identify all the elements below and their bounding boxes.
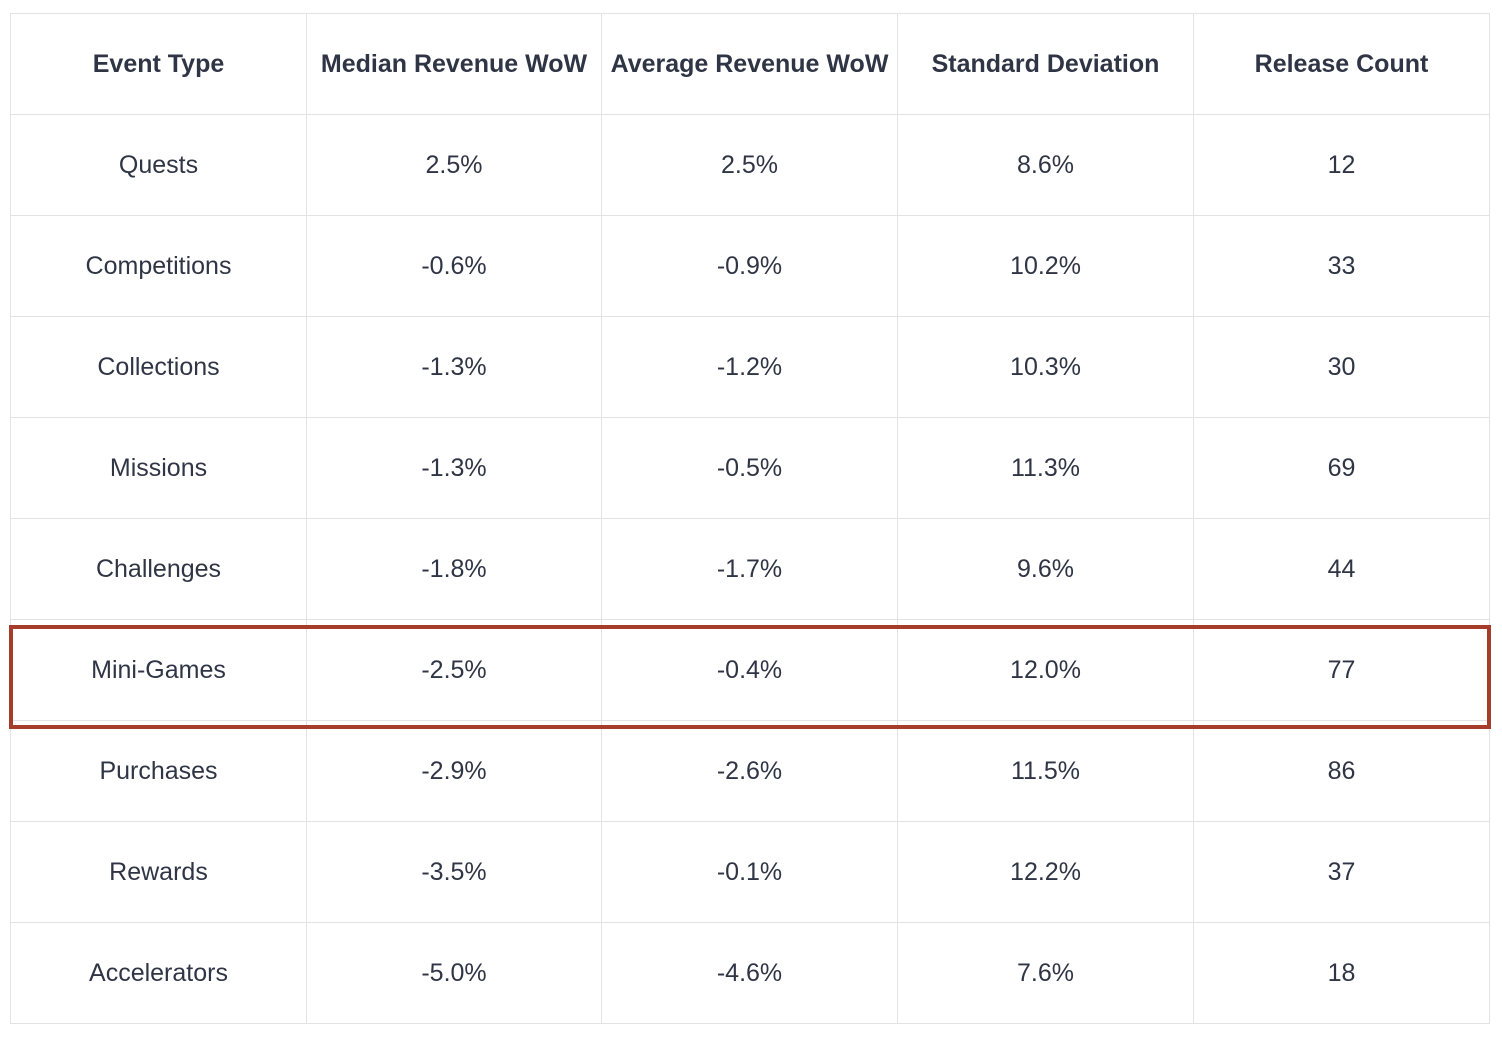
column-header-standard-deviation: Standard Deviation	[897, 13, 1194, 115]
cell-event-type: Accelerators	[10, 922, 307, 1024]
event-type-revenue-table: Event Type Median Revenue WoW Average Re…	[10, 13, 1490, 1024]
cell-release-count: 18	[1193, 922, 1490, 1024]
cell-median-revenue-wow: -5.0%	[306, 922, 602, 1024]
table-row: Purchases -2.9% -2.6% 11.5% 86	[10, 720, 1490, 822]
cell-release-count: 12	[1193, 114, 1490, 216]
cell-average-revenue-wow: -0.1%	[601, 821, 898, 923]
cell-event-type: Collections	[10, 316, 307, 418]
cell-average-revenue-wow: -1.2%	[601, 316, 898, 418]
table-row: Challenges -1.8% -1.7% 9.6% 44	[10, 518, 1490, 620]
cell-event-type: Competitions	[10, 215, 307, 317]
table-row: Competitions -0.6% -0.9% 10.2% 33	[10, 215, 1490, 317]
cell-median-revenue-wow: -1.3%	[306, 316, 602, 418]
cell-standard-deviation: 11.5%	[897, 720, 1194, 822]
cell-median-revenue-wow: -2.9%	[306, 720, 602, 822]
cell-event-type: Missions	[10, 417, 307, 519]
table-row: Accelerators -5.0% -4.6% 7.6% 18	[10, 922, 1490, 1024]
cell-median-revenue-wow: -3.5%	[306, 821, 602, 923]
data-table-container: Event Type Median Revenue WoW Average Re…	[10, 13, 1490, 1024]
column-header-event-type: Event Type	[10, 13, 307, 115]
table-row-highlighted: Mini-Games -2.5% -0.4% 12.0% 77	[10, 619, 1490, 721]
cell-release-count: 86	[1193, 720, 1490, 822]
cell-standard-deviation: 12.2%	[897, 821, 1194, 923]
cell-event-type: Rewards	[10, 821, 307, 923]
cell-event-type: Purchases	[10, 720, 307, 822]
cell-average-revenue-wow: -0.4%	[601, 619, 898, 721]
cell-release-count: 37	[1193, 821, 1490, 923]
column-header-median-revenue-wow: Median Revenue WoW	[306, 13, 602, 115]
cell-median-revenue-wow: -2.5%	[306, 619, 602, 721]
table-row: Quests 2.5% 2.5% 8.6% 12	[10, 114, 1490, 216]
cell-release-count: 69	[1193, 417, 1490, 519]
cell-median-revenue-wow: -1.8%	[306, 518, 602, 620]
cell-average-revenue-wow: -4.6%	[601, 922, 898, 1024]
cell-median-revenue-wow: 2.5%	[306, 114, 602, 216]
cell-event-type: Mini-Games	[10, 619, 307, 721]
cell-event-type: Quests	[10, 114, 307, 216]
cell-standard-deviation: 10.2%	[897, 215, 1194, 317]
cell-standard-deviation: 12.0%	[897, 619, 1194, 721]
cell-average-revenue-wow: -1.7%	[601, 518, 898, 620]
cell-standard-deviation: 8.6%	[897, 114, 1194, 216]
cell-release-count: 30	[1193, 316, 1490, 418]
cell-standard-deviation: 10.3%	[897, 316, 1194, 418]
cell-standard-deviation: 11.3%	[897, 417, 1194, 519]
cell-average-revenue-wow: -0.9%	[601, 215, 898, 317]
cell-event-type: Challenges	[10, 518, 307, 620]
cell-average-revenue-wow: -0.5%	[601, 417, 898, 519]
cell-median-revenue-wow: -1.3%	[306, 417, 602, 519]
cell-release-count: 77	[1193, 619, 1490, 721]
table-row: Rewards -3.5% -0.1% 12.2% 37	[10, 821, 1490, 923]
cell-average-revenue-wow: -2.6%	[601, 720, 898, 822]
column-header-average-revenue-wow: Average Revenue WoW	[601, 13, 898, 115]
cell-median-revenue-wow: -0.6%	[306, 215, 602, 317]
cell-standard-deviation: 7.6%	[897, 922, 1194, 1024]
column-header-release-count: Release Count	[1193, 13, 1490, 115]
table-header-row: Event Type Median Revenue WoW Average Re…	[10, 13, 1490, 115]
cell-average-revenue-wow: 2.5%	[601, 114, 898, 216]
table-row: Missions -1.3% -0.5% 11.3% 69	[10, 417, 1490, 519]
cell-release-count: 44	[1193, 518, 1490, 620]
cell-release-count: 33	[1193, 215, 1490, 317]
cell-standard-deviation: 9.6%	[897, 518, 1194, 620]
table-row: Collections -1.3% -1.2% 10.3% 30	[10, 316, 1490, 418]
